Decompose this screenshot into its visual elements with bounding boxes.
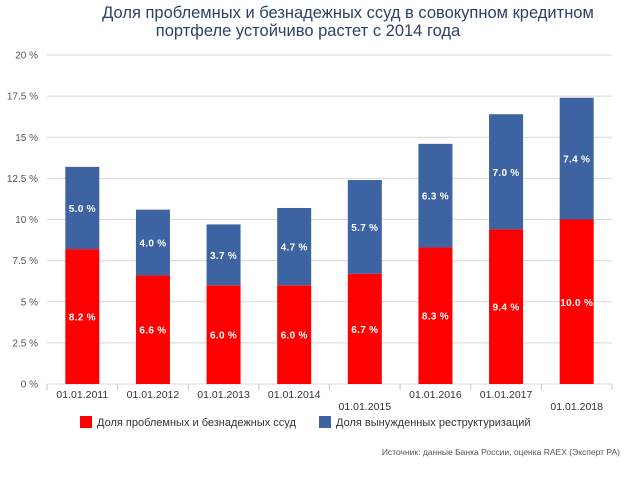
data-label-restructurings: 6.3 % (422, 192, 449, 203)
bar-restructurings (559, 97, 594, 220)
bar-problem-loans (559, 219, 594, 384)
data-label-problem-loans: 9.4 % (493, 303, 520, 314)
y-tick-label: 0 % (21, 380, 38, 391)
bar-problem-loans (135, 275, 170, 384)
bar-restructurings (277, 207, 312, 286)
x-tick-label: 01.01.2014 (268, 389, 321, 401)
x-tick-label: 01.01.2012 (127, 389, 180, 401)
bar-problem-loans (418, 247, 453, 384)
y-tick-label: 7.5 % (12, 256, 38, 267)
bar-restructurings (206, 224, 241, 286)
y-tick-label: 10 % (15, 215, 38, 226)
legend-swatch-problem-loans (80, 416, 92, 428)
data-label-restructurings: 3.7 % (210, 251, 237, 262)
bar-restructurings (347, 180, 382, 274)
data-label-restructurings: 4.7 % (281, 243, 308, 254)
bar-problem-loans (489, 229, 524, 384)
x-tick-label: 01.01.2017 (480, 389, 533, 401)
bar-restructurings (418, 143, 453, 248)
data-label-problem-loans: 6.7 % (351, 325, 378, 336)
bar-restructurings (135, 209, 170, 276)
legend-label-problem-loans: Доля проблемных и безнадежных ссуд (97, 417, 296, 429)
data-label-problem-loans: 8.3 % (422, 312, 449, 323)
data-labels: 8.2 % 5.0 % 6.6 % 4.0 % 6.0 % 3.7 % 6.0 % 4.7 %… (69, 155, 593, 342)
data-label-restructurings: 4.0 % (139, 239, 166, 250)
data-label-restructurings: 5.0 % (69, 204, 96, 215)
data-label-restructurings: 7.4 % (563, 155, 590, 166)
chart-title-line-1: Доля проблемных и безнадежных ссуд в сов… (102, 4, 594, 22)
data-label-problem-loans: 6.6 % (139, 326, 166, 337)
grid-lines (47, 54, 612, 385)
y-tick-label: 17.5 % (7, 92, 38, 103)
bar-problem-loans (277, 285, 312, 384)
bar-problem-loans (347, 273, 382, 384)
x-tick-label: 01.01.2013 (197, 389, 250, 401)
y-tick-label: 12.5 % (7, 174, 38, 185)
bar-restructurings (489, 114, 524, 230)
x-axis-ticks: 01.01.2011 01.01.2012 01.01.2013 01.01.2014… (46, 384, 613, 413)
bar-restructurings (65, 166, 100, 250)
bars (65, 97, 594, 384)
source-note: Источник: данные Банка России, оценка RA… (382, 447, 620, 457)
legend-label-restructurings: Доля вынужденных реструктуризаций (336, 417, 531, 429)
data-label-problem-loans: 6.0 % (210, 331, 237, 342)
data-label-problem-loans: 10.0 % (560, 298, 593, 309)
chart-title-line-2: портфеле устойчиво растет с 2014 года (156, 22, 461, 40)
x-tick-label: 01.01.2015 (339, 401, 392, 413)
y-tick-label: 20 % (15, 51, 38, 62)
bar-problem-loans (65, 249, 100, 384)
data-label-restructurings: 5.7 % (351, 223, 378, 234)
y-tick-label: 5 % (21, 297, 38, 308)
data-label-problem-loans: 6.0 % (281, 331, 308, 342)
x-tick-label: 01.01.2018 (550, 401, 603, 413)
legend-swatch-restructurings (319, 416, 331, 428)
y-axis-ticks: 0 % 2.5 % 5 % 7.5 % 10 % 12.5 % 15 % 17.5 % 20 % (7, 51, 38, 391)
y-tick-label: 2.5 % (12, 338, 38, 349)
bar-problem-loans (206, 285, 241, 384)
legend: Доля проблемных и безнадежных ссуд Доля … (80, 416, 531, 429)
data-label-problem-loans: 8.2 % (69, 313, 96, 324)
x-tick-label: 01.01.2016 (409, 389, 462, 401)
x-tick-label: 01.01.2011 (56, 389, 108, 401)
y-tick-label: 15 % (15, 133, 38, 144)
data-label-restructurings: 7.0 % (493, 168, 520, 179)
